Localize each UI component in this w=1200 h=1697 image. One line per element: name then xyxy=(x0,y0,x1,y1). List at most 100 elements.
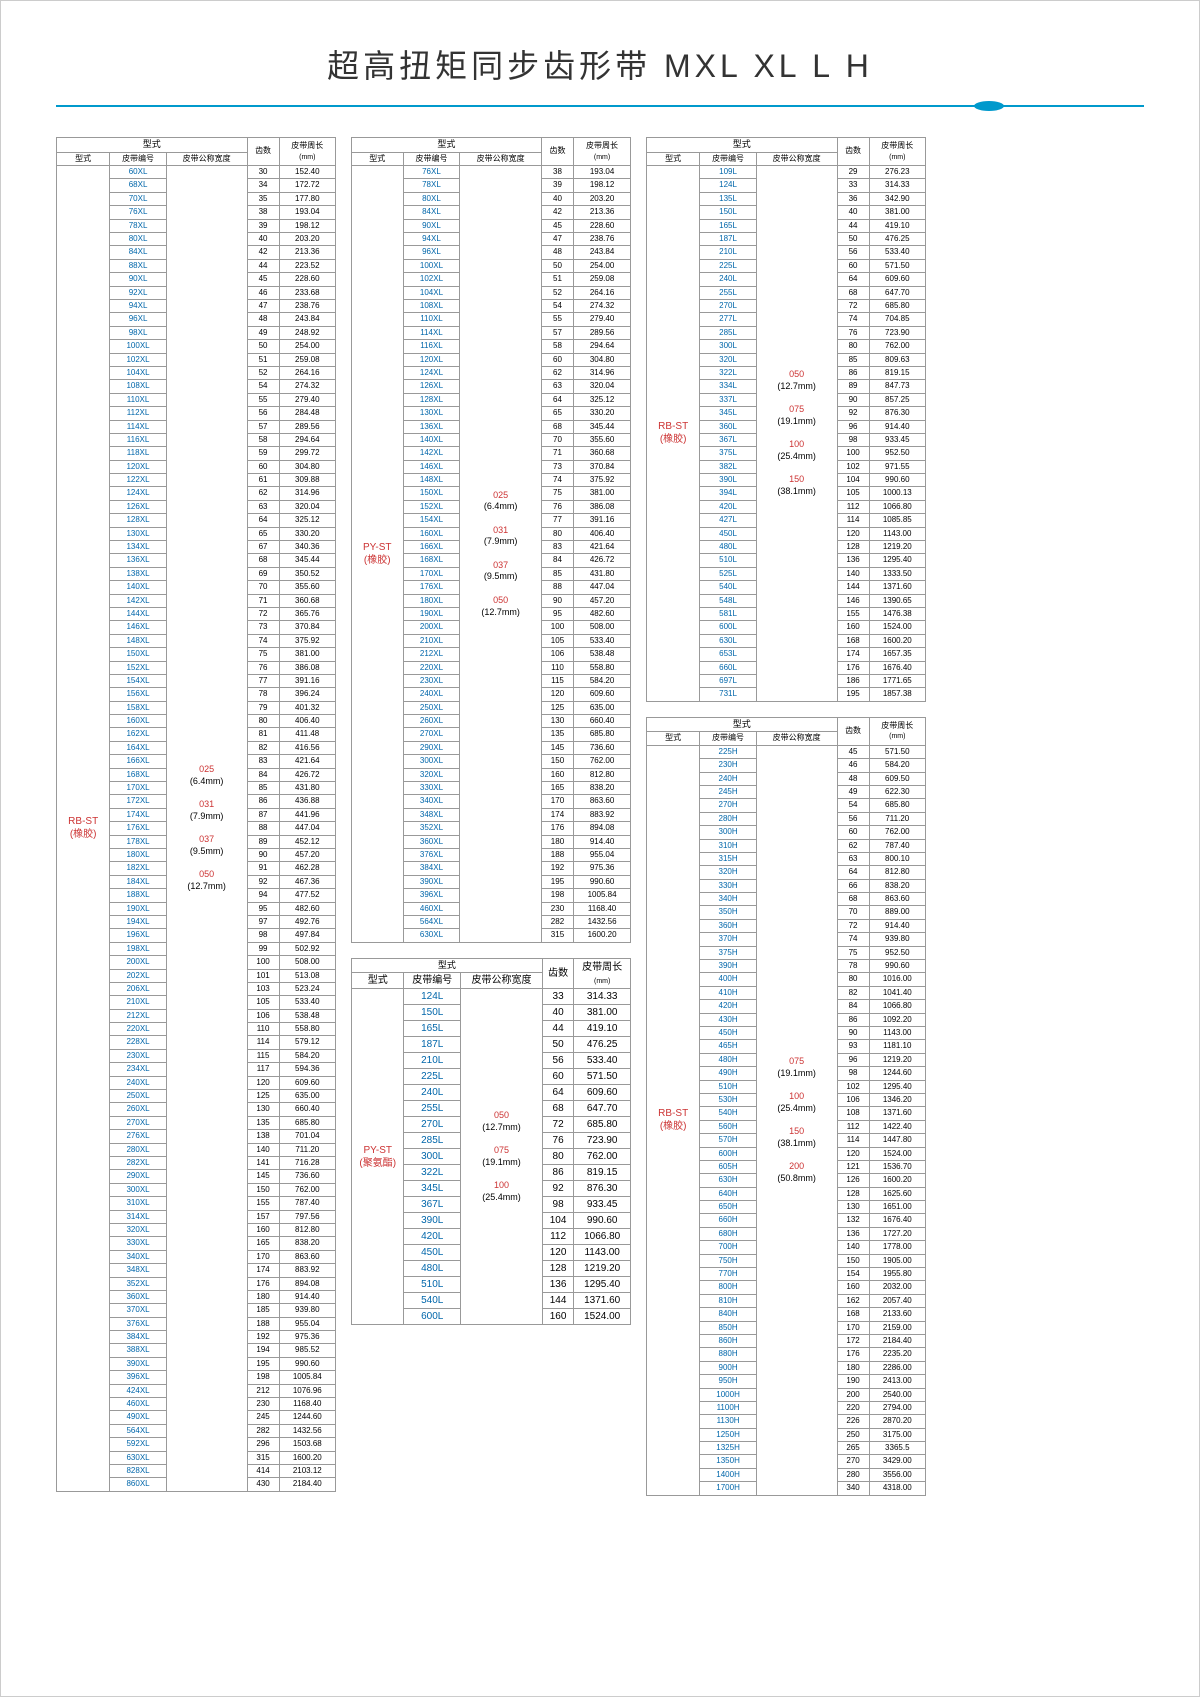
circumference: 213.36 xyxy=(574,206,631,219)
belt-code: 390L xyxy=(700,474,756,487)
circumference: 723.90 xyxy=(574,1133,631,1149)
belt-code: 424XL xyxy=(110,1384,166,1397)
belt-code: 154XL xyxy=(110,674,166,687)
belt-code: 630XL xyxy=(403,929,460,942)
teeth-count: 47 xyxy=(541,233,573,246)
belt-code: 430H xyxy=(700,1013,756,1026)
teeth-count: 226 xyxy=(837,1415,869,1428)
belt-code: 334L xyxy=(700,380,756,393)
belt-code: 90XL xyxy=(403,219,460,232)
circumference: 320.04 xyxy=(574,380,631,393)
type-label: RB-ST(橡胶) xyxy=(57,166,110,1492)
belt-code: 250XL xyxy=(110,1090,166,1103)
teeth-count: 70 xyxy=(541,433,573,446)
belt-code: 400H xyxy=(700,973,756,986)
belt-code: 118XL xyxy=(110,447,166,460)
teeth-count: 126 xyxy=(837,1174,869,1187)
belt-code: 277L xyxy=(700,313,756,326)
circumference: 375.92 xyxy=(279,634,335,647)
circumference: 1085.85 xyxy=(869,514,925,527)
circumference: 863.60 xyxy=(574,795,631,808)
belt-code: 110XL xyxy=(403,313,460,326)
teeth-count: 106 xyxy=(541,648,573,661)
belt-code: 510H xyxy=(700,1080,756,1093)
belt-code: 731L xyxy=(700,688,756,701)
circumference: 370.84 xyxy=(574,460,631,473)
teeth-count: 98 xyxy=(837,1067,869,1080)
belt-code: 160XL xyxy=(110,715,166,728)
circumference: 1295.40 xyxy=(574,1277,631,1293)
belt-code: 112XL xyxy=(110,407,166,420)
teeth-count: 56 xyxy=(837,246,869,259)
belt-code: 80XL xyxy=(110,233,166,246)
belt-code: 148XL xyxy=(403,474,460,487)
teeth-count: 55 xyxy=(541,313,573,326)
teeth-count: 135 xyxy=(541,728,573,741)
teeth-count: 105 xyxy=(247,996,279,1009)
teeth-count: 70 xyxy=(837,906,869,919)
circumference: 571.50 xyxy=(869,259,925,272)
circumference: 1503.68 xyxy=(279,1438,335,1451)
belt-code: 270XL xyxy=(110,1116,166,1129)
circumference: 228.60 xyxy=(279,273,335,286)
belt-code: 172XL xyxy=(110,795,166,808)
teeth-count: 92 xyxy=(542,1181,573,1197)
teeth-count: 77 xyxy=(541,514,573,527)
belt-code: 148XL xyxy=(110,634,166,647)
belt-code: 206XL xyxy=(110,982,166,995)
hdr-type: 型式 xyxy=(57,138,248,153)
teeth-count: 80 xyxy=(837,973,869,986)
teeth-count: 46 xyxy=(837,759,869,772)
belt-code: 1700H xyxy=(700,1482,756,1495)
teeth-count: 125 xyxy=(541,701,573,714)
teeth-count: 165 xyxy=(541,782,573,795)
belt-code: 154XL xyxy=(403,514,460,527)
belt-code: 300XL xyxy=(110,1183,166,1196)
teeth-count: 315 xyxy=(247,1451,279,1464)
belt-code: 376XL xyxy=(110,1317,166,1330)
teeth-count: 38 xyxy=(247,206,279,219)
teeth-count: 72 xyxy=(837,299,869,312)
teeth-count: 60 xyxy=(541,353,573,366)
belt-code: 114XL xyxy=(403,326,460,339)
circumference: 330.20 xyxy=(574,407,631,420)
belt-code: 460XL xyxy=(110,1398,166,1411)
belt-code: 270H xyxy=(700,799,756,812)
teeth-count: 192 xyxy=(247,1331,279,1344)
circumference: 3556.00 xyxy=(869,1468,925,1481)
circumference: 248.92 xyxy=(279,326,335,339)
circumference: 1676.40 xyxy=(869,661,925,674)
teeth-count: 176 xyxy=(247,1277,279,1290)
circumference: 213.36 xyxy=(279,246,335,259)
belt-code: 460XL xyxy=(403,902,460,915)
circumference: 289.56 xyxy=(279,420,335,433)
teeth-count: 157 xyxy=(247,1210,279,1223)
circumference: 228.60 xyxy=(574,219,631,232)
circumference: 1244.60 xyxy=(279,1411,335,1424)
circumference: 391.16 xyxy=(574,514,631,527)
teeth-count: 76 xyxy=(837,326,869,339)
circumference: 716.28 xyxy=(279,1156,335,1169)
belt-code: 382L xyxy=(700,460,756,473)
teeth-count: 90 xyxy=(247,849,279,862)
circumference: 1432.56 xyxy=(279,1424,335,1437)
circumference: 955.04 xyxy=(279,1317,335,1330)
belt-code: 138XL xyxy=(110,567,166,580)
belt-code: 340XL xyxy=(403,795,460,808)
belt-code: 255L xyxy=(700,286,756,299)
belt-code: 130XL xyxy=(110,527,166,540)
teeth-count: 42 xyxy=(247,246,279,259)
type-label: RB-ST(橡胶) xyxy=(647,745,700,1495)
belt-code: 548L xyxy=(700,594,756,607)
belt-code: 150XL xyxy=(403,487,460,500)
belt-code: 78XL xyxy=(403,179,460,192)
circumference: 198.12 xyxy=(574,179,631,192)
circumference: 198.12 xyxy=(279,219,335,232)
table-row: RB-ST(橡胶)109L050(12.7mm)075(19.1mm)100(2… xyxy=(647,166,926,179)
circumference: 1219.20 xyxy=(869,541,925,554)
circumference: 1295.40 xyxy=(869,1080,925,1093)
circumference: 894.08 xyxy=(279,1277,335,1290)
belt-code: 255L xyxy=(404,1101,461,1117)
belt-code: 285L xyxy=(700,326,756,339)
belt-code: 370H xyxy=(700,933,756,946)
